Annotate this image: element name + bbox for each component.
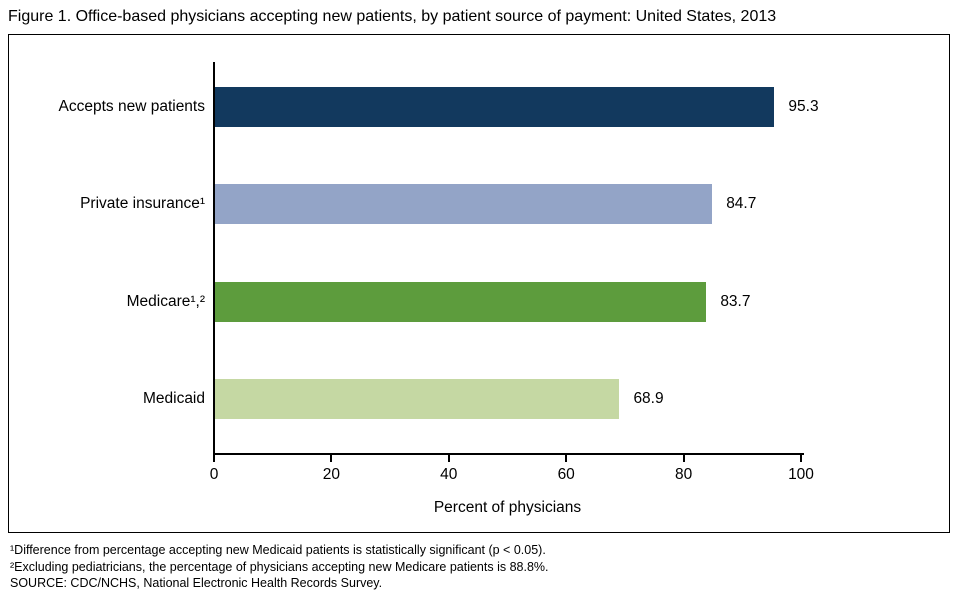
- tick-mark: [213, 455, 215, 462]
- footnote-1: ¹Difference from percentage accepting ne…: [10, 543, 546, 557]
- bar: [215, 184, 713, 224]
- footnotes: ¹Difference from percentage accepting ne…: [10, 542, 960, 592]
- bar-value-label: 83.7: [720, 293, 751, 310]
- chart-area: Accepts new patients 95.3 Private insuranc…: [8, 34, 950, 533]
- bar-value-label: 68.9: [633, 390, 664, 407]
- bar: [215, 282, 707, 322]
- bar: [215, 87, 775, 127]
- bar-row: Private insurance¹ 84.7: [9, 184, 949, 224]
- bar-track: 68.9: [215, 379, 802, 419]
- bar: [215, 379, 620, 419]
- bar-row: Accepts new patients 95.3: [9, 87, 949, 127]
- tick-mark: [565, 455, 568, 462]
- figure-title: Figure 1. Office-based physicians accept…: [8, 8, 777, 25]
- bar-row: Medicaid 68.9: [9, 379, 949, 419]
- source-note: SOURCE: CDC/NCHS, National Electronic He…: [10, 576, 383, 590]
- tick-mark: [447, 455, 450, 462]
- category-label: Private insurance¹: [80, 195, 205, 212]
- y-axis-line: [213, 62, 215, 455]
- category-label: Medicaid: [142, 390, 205, 407]
- category-label: Medicare¹,²: [126, 293, 205, 310]
- tick-label: 80: [674, 466, 693, 483]
- bar-value-label: 95.3: [788, 98, 819, 115]
- bar-track: 84.7: [215, 184, 802, 224]
- tick-mark: [330, 455, 333, 462]
- tick-mark: [682, 455, 685, 462]
- x-axis-title: Percent of physicians: [433, 499, 582, 516]
- bar-track: 95.3: [215, 87, 819, 127]
- x-axis-line: [213, 453, 804, 455]
- bar-row: Medicare¹,² 83.7: [9, 282, 949, 322]
- tick-label: 100: [788, 466, 814, 483]
- category-label: Accepts new patients: [58, 98, 205, 115]
- tick-label: 60: [557, 466, 575, 483]
- x-axis-ticks: 0 20 40 60 80 100: [210, 455, 814, 497]
- bar-value-label: 84.7: [726, 195, 757, 212]
- footnote-2: ²Excluding pediatricians, the percentage…: [10, 559, 549, 574]
- tick-mark: [800, 455, 802, 462]
- tick-label: 0: [209, 466, 219, 483]
- tick-label: 40: [440, 466, 458, 483]
- tick-label: 20: [322, 466, 341, 483]
- bar-track: 83.7: [215, 282, 802, 322]
